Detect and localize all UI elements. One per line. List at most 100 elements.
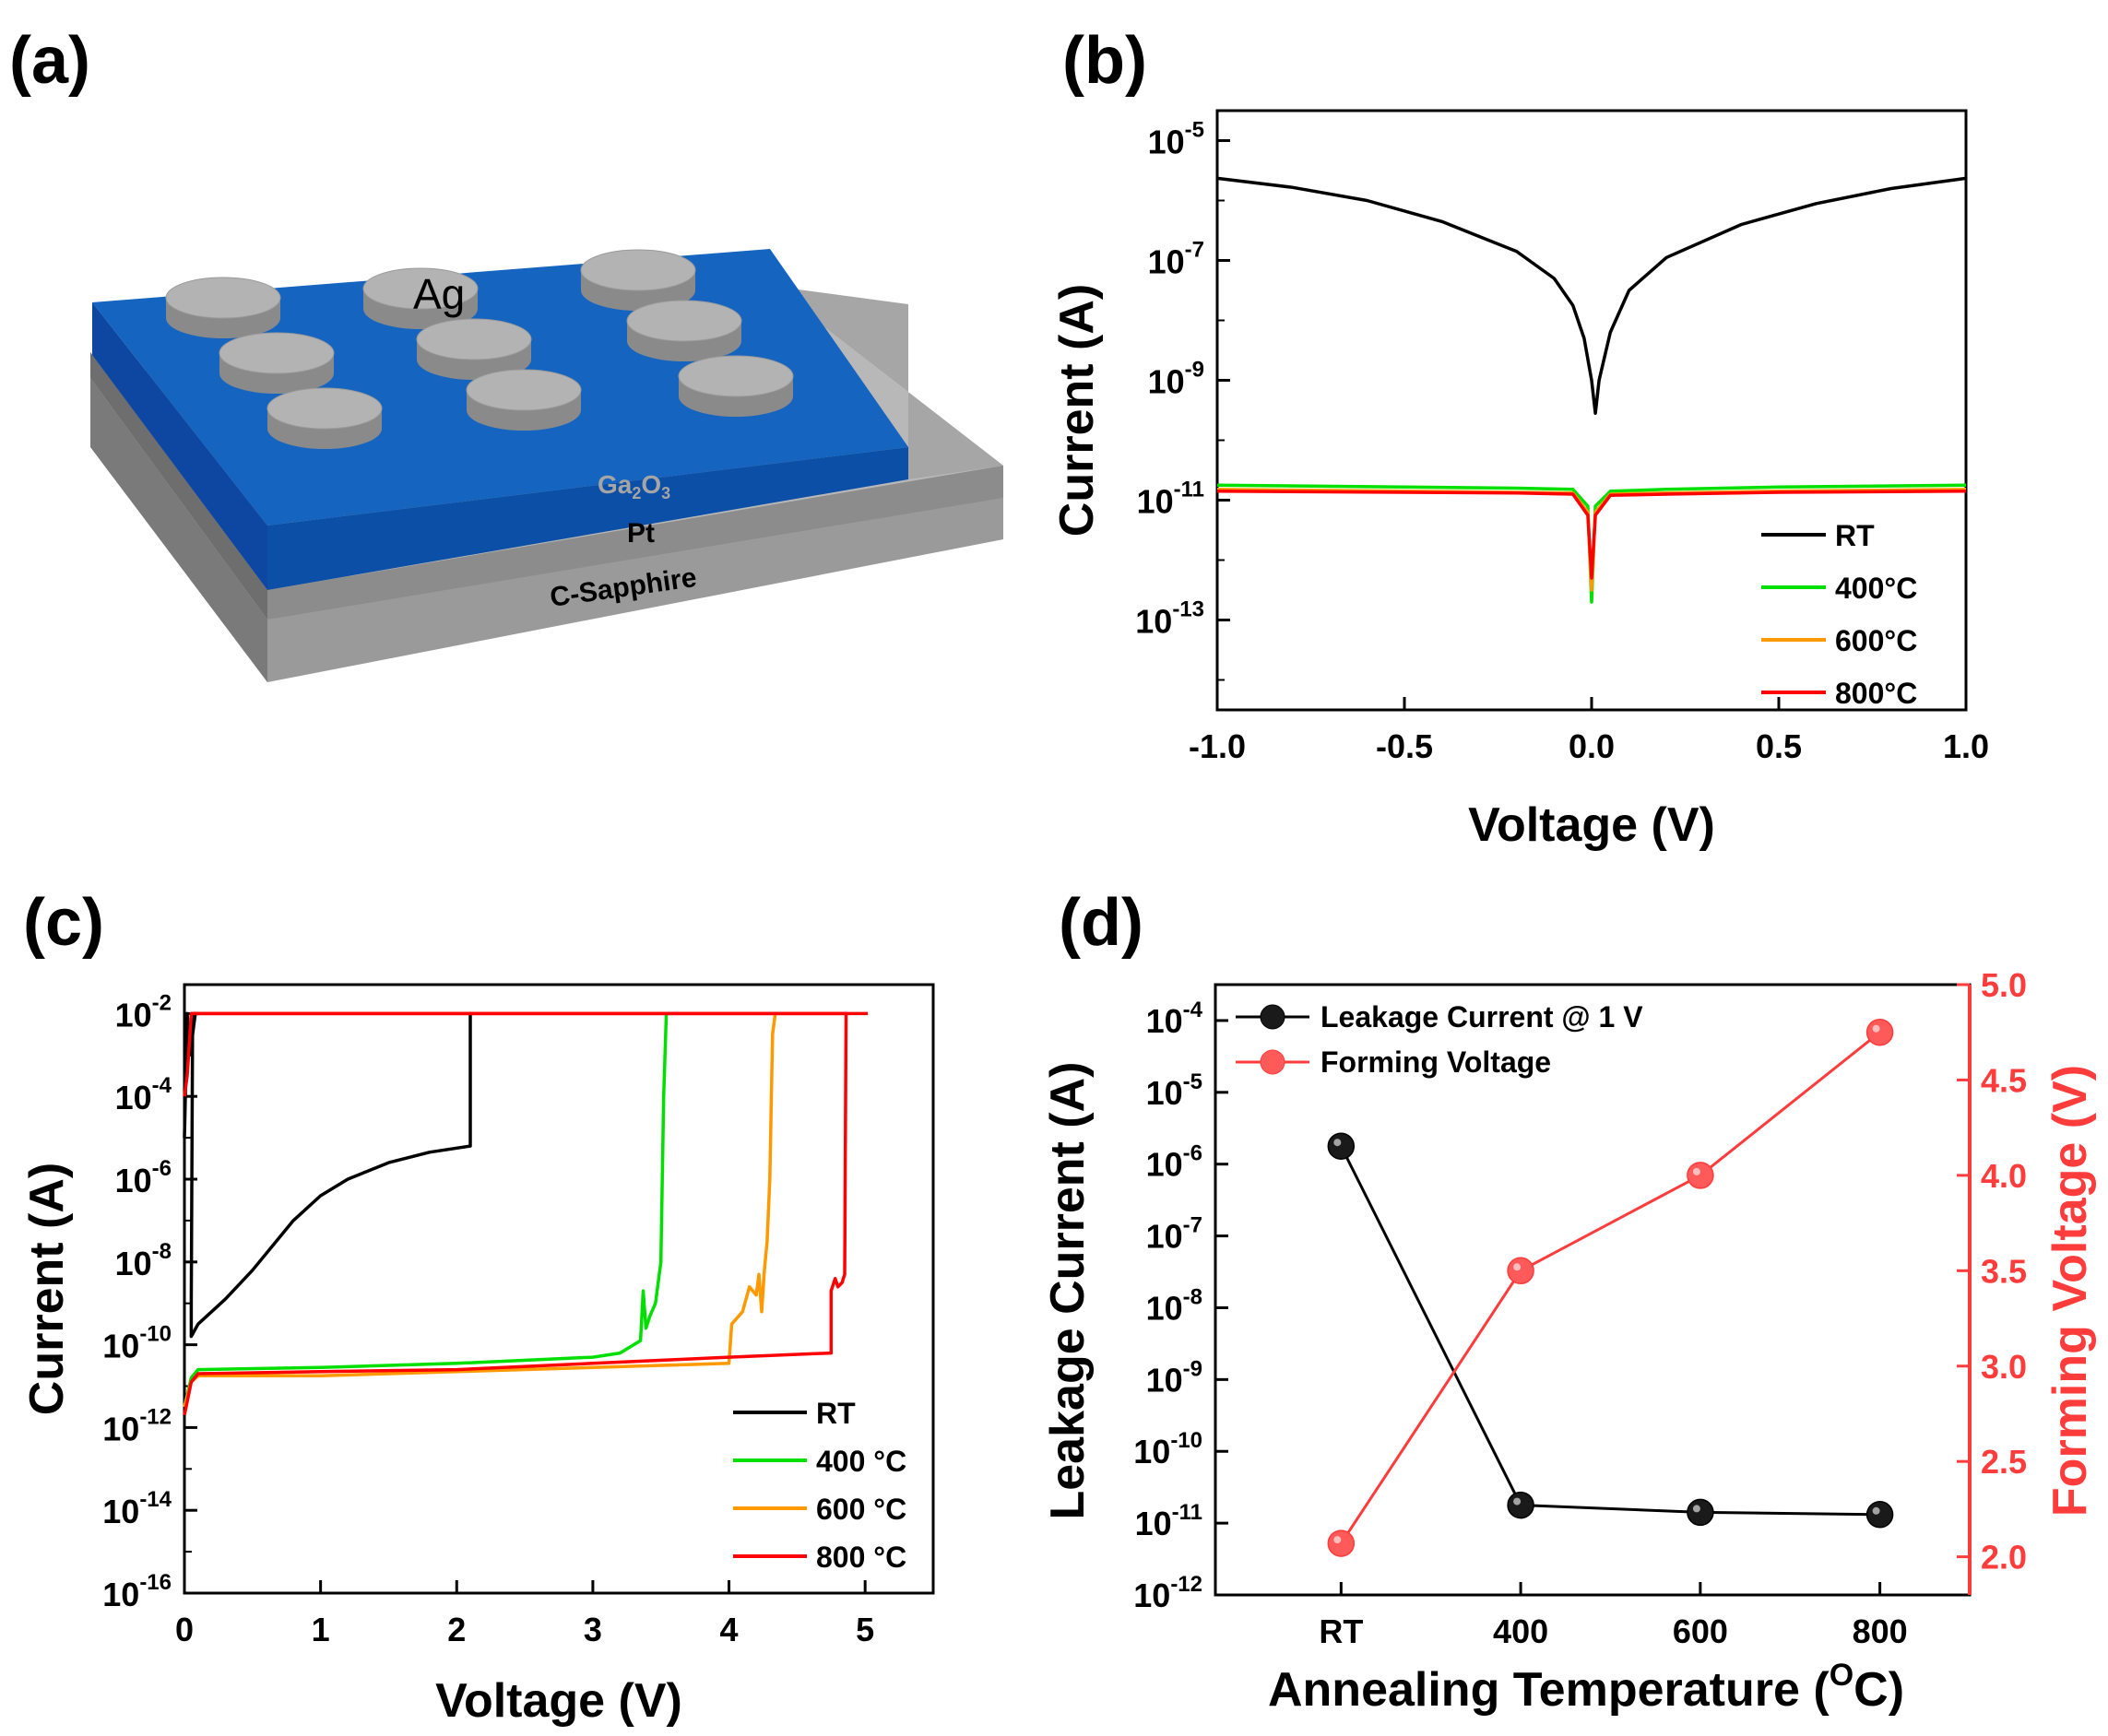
panel-b-legend-400: 400°C	[1835, 572, 1917, 605]
point-forming-voltage-400	[1507, 1257, 1534, 1285]
y-tick-label-16: 10-16	[102, 1570, 172, 1613]
right-tick-label-3-0: 3.0	[1981, 1348, 2027, 1386]
right-tick-label-2-0: 2.0	[1981, 1539, 2027, 1577]
panel-b-legend-rt: RT	[1835, 519, 1875, 552]
panel-d-series	[1327, 1018, 1894, 1557]
point-leakage-current-1-v-600	[1687, 1498, 1714, 1527]
y-tick-label-7: 10-7	[1146, 1213, 1202, 1256]
panel-d-ylabel: Leakage Current (A)	[1041, 1062, 1095, 1520]
right-tick-label-2-5: 2.5	[1981, 1443, 2027, 1481]
right-tick-label-5-0: 5.0	[1981, 966, 2027, 1004]
y-tick-label-4: 10-4	[115, 1073, 172, 1116]
panel-c-legend-rt: RT	[816, 1397, 856, 1430]
ag-electrode-9	[678, 355, 794, 417]
pt-label: Pt	[627, 518, 655, 549]
ag-label: Ag	[413, 270, 465, 318]
panel-d-right-y-ticks: 2.0 2.5 3.0 3.5 4.0 4.5 5.0	[1957, 966, 2027, 1577]
x-tick-label-3: 3	[584, 1611, 602, 1648]
panel-d-x-ticks: RT 400 600 800	[1319, 1582, 1908, 1650]
series-800-c	[183, 1011, 848, 1416]
point-highlight	[1872, 1024, 1880, 1033]
panel-b-legend-800: 800°C	[1835, 677, 1917, 710]
x-tick-label-rt: RT	[1319, 1612, 1363, 1650]
y-tick-label-12: 10-12	[1133, 1572, 1202, 1614]
panel-label-b: (b)	[1062, 24, 1147, 98]
x-tick-label-1: 1	[312, 1611, 330, 1648]
panel-b-ylabel: Current (A)	[1050, 284, 1104, 537]
y-tick-label-5: 10-5	[1146, 1069, 1202, 1112]
point-forming-voltage-600	[1687, 1162, 1714, 1189]
y-tick-label-6: 10-6	[115, 1156, 172, 1199]
series-rt	[1216, 176, 1967, 416]
y-tick-label-2: 10-2	[115, 990, 172, 1033]
panel-label-c: (c)	[23, 886, 104, 960]
panel-c-legend-800: 800 °C	[816, 1541, 906, 1574]
y-tick-label-11: 10-11	[1137, 478, 1204, 521]
panel-d-chart: RT 400 600 800 10-4 10-5 10-6 10-7 10-8 10-9 10-1…	[1041, 966, 2097, 1717]
point-leakage-current-1-v-800	[1865, 1501, 1894, 1529]
y-tick-label-9: 10-9	[1146, 1356, 1202, 1399]
panel-b-legend-600: 600°C	[1835, 624, 1917, 657]
ga2o3-label: Ga2O3	[598, 470, 670, 502]
ga2o3-left	[92, 302, 267, 590]
panel-b-y-ticks: 10-5 10-7 10-9 10-11 10-13	[1135, 118, 1230, 681]
ag-electrodes	[165, 249, 794, 449]
x-tick-label-0: 0	[175, 1611, 194, 1648]
y-tick-label-5: 10-5	[1148, 118, 1204, 161]
panel-d-legend-marker-forming	[1260, 1049, 1285, 1075]
point-highlight	[1513, 1263, 1522, 1271]
panel-label-a: (a)	[9, 24, 90, 98]
panel-c-legend-400: 400 °C	[816, 1445, 906, 1478]
x-tick-label-2: 2	[447, 1611, 466, 1648]
panel-c-ylabel: Current (A)	[20, 1163, 74, 1415]
panel-c-legend: RT 400 °C 600 °C 800 °C	[733, 1397, 906, 1574]
ag-electrode-7	[266, 387, 383, 449]
pt-layer-left	[90, 352, 267, 620]
y-tick-label-10: 10-10	[1133, 1428, 1202, 1470]
y-tick-label-8: 10-8	[115, 1239, 172, 1282]
panel-label-d: (d)	[1059, 886, 1143, 960]
point-highlight	[1872, 1506, 1880, 1515]
y-tick-label-11: 10-11	[1135, 1500, 1202, 1542]
pt-layer-top-strip	[771, 286, 1003, 479]
panel-b-chart: -1.0 -0.5 0.0 0.5 1.0 10-5 10-7 10-9 10-11 10-13…	[1050, 109, 1989, 852]
x-tick-label-1-0: -1.0	[1189, 727, 1246, 765]
series-800-c	[1216, 490, 1967, 580]
panel-b-series	[1216, 176, 1967, 604]
point-forming-voltage-800	[1865, 1018, 1894, 1046]
series-400-c	[183, 1013, 669, 1408]
x-tick-label-5: 5	[856, 1611, 874, 1648]
point-highlight	[1692, 1505, 1700, 1513]
y-tick-label-7: 10-7	[1148, 238, 1204, 281]
y-tick-label-9: 10-9	[1148, 358, 1204, 401]
panel-c-xlabel: Voltage (V)	[435, 1674, 682, 1728]
panel-c-y-ticks: 10-2 10-4 10-6 10-8 10-10 10-12 10-14 10-16	[102, 990, 197, 1613]
ag-electrode-1	[165, 277, 281, 338]
panel-c-plot-frame	[183, 983, 935, 1595]
panel-d-legend-marker-leakage	[1260, 1004, 1285, 1030]
right-tick-label-3-5: 3.5	[1981, 1252, 2027, 1290]
point-leakage-current-1-v-400	[1507, 1491, 1534, 1519]
panel-d-legend-leakage: Leakage Current @ 1 V	[1320, 1000, 1643, 1033]
panel-d-ylabel-right: Forming Voltage (V)	[2043, 1065, 2097, 1517]
series-400-c	[1216, 483, 1967, 604]
point-highlight	[1692, 1167, 1700, 1175]
panel-c-legend-600: 600 °C	[816, 1493, 906, 1526]
pt-layer-front	[267, 466, 1003, 620]
panel-b-legend: RT 400°C 600°C 800°C	[1761, 519, 1917, 710]
x-tick-label-0-5: -0.5	[1376, 727, 1433, 765]
point-highlight	[1333, 1536, 1342, 1544]
substrate-left	[90, 378, 267, 682]
x-tick-label-0-0: 0.0	[1569, 727, 1615, 765]
panel-d-legend-forming: Forming Voltage	[1320, 1045, 1551, 1079]
x-tick-label-800: 800	[1853, 1612, 1908, 1650]
y-tick-label-10: 10-10	[102, 1322, 172, 1365]
ag-electrode-6	[626, 300, 742, 361]
panel-d-y-ticks: 10-4 10-5 10-6 10-7 10-8 10-9 10-10 10-11 10-12	[1133, 998, 1228, 1614]
x-tick-label-600: 600	[1673, 1612, 1728, 1650]
point-highlight	[1333, 1139, 1342, 1147]
x-tick-label-4: 4	[720, 1611, 739, 1648]
point-forming-voltage-rt	[1327, 1529, 1356, 1557]
